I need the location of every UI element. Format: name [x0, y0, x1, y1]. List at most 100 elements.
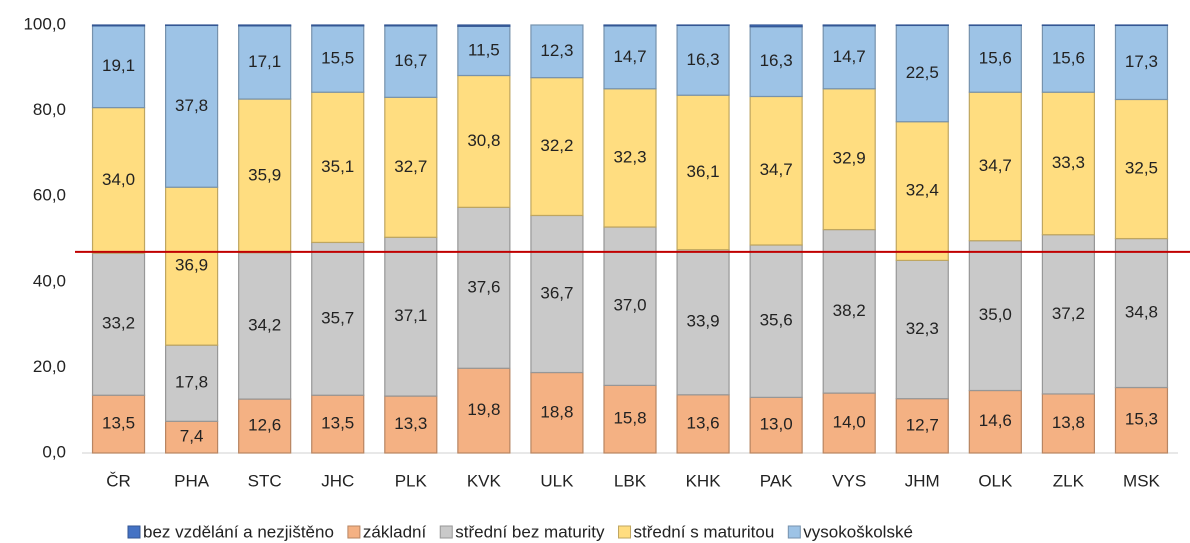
bar-segment — [822, 88, 876, 231]
data-label: 14,6 — [979, 411, 1012, 430]
data-label: 33,9 — [687, 312, 720, 331]
bar-segment — [165, 24, 219, 188]
bar-segment — [749, 244, 803, 398]
x-tick-label: LBK — [614, 471, 647, 490]
bar-segment — [895, 121, 949, 261]
data-label: 30,8 — [467, 131, 500, 150]
data-label: 12,6 — [248, 416, 281, 435]
data-label: 14,0 — [833, 413, 866, 432]
bar-segment — [91, 252, 146, 396]
bar-segment — [530, 214, 584, 374]
data-label: 38,2 — [833, 301, 866, 320]
bar-segment — [968, 389, 1022, 454]
data-label: 7,4 — [180, 427, 204, 446]
bar-segment — [238, 398, 292, 454]
data-label: 35,9 — [248, 165, 281, 184]
data-label: 12,3 — [540, 41, 573, 60]
bar-segment — [530, 24, 584, 79]
bar-segment — [1114, 24, 1169, 101]
bar-segment — [457, 206, 511, 369]
data-label: 13,0 — [760, 415, 793, 434]
data-label: 14,7 — [613, 47, 646, 66]
bar-segment — [530, 77, 584, 217]
x-tick-label: PHA — [174, 471, 210, 490]
data-label: 33,3 — [1052, 153, 1085, 172]
data-label: 15,6 — [1052, 48, 1085, 67]
data-label: 16,3 — [760, 51, 793, 70]
bar-segment — [91, 394, 146, 454]
bar-segment — [384, 395, 438, 454]
data-label: 14,7 — [833, 47, 866, 66]
data-label: 19,8 — [467, 400, 500, 419]
data-label: 35,6 — [760, 311, 793, 330]
bar-segment — [311, 91, 365, 244]
bar-segment — [384, 236, 438, 397]
legend-swatch — [787, 525, 801, 539]
data-label: 33,2 — [102, 314, 135, 333]
data-label: 13,5 — [102, 414, 135, 433]
bar-segment — [311, 241, 365, 396]
data-label: 13,8 — [1052, 413, 1085, 432]
data-label: 32,3 — [613, 147, 646, 166]
data-label: 34,0 — [102, 170, 135, 189]
y-tick-label: 100,0 — [23, 14, 66, 33]
data-label: 17,1 — [248, 52, 281, 71]
bar-segment — [311, 25, 365, 93]
data-label: 13,6 — [687, 413, 720, 432]
bar-segment — [749, 95, 803, 246]
data-label: 34,7 — [979, 156, 1012, 175]
data-label: 34,2 — [248, 315, 281, 334]
y-tick-label: 20,0 — [33, 357, 66, 376]
data-label: 17,8 — [175, 373, 208, 392]
bar-segment — [311, 24, 365, 27]
bar-segment — [238, 25, 292, 100]
data-label: 32,9 — [833, 149, 866, 168]
bar-segment — [384, 25, 438, 98]
data-label: 18,8 — [540, 402, 573, 421]
x-tick-label: JHC — [321, 471, 354, 490]
legend-swatch — [127, 525, 141, 539]
bar-segment — [384, 24, 438, 27]
data-label: 37,0 — [613, 296, 646, 315]
x-tick-label: KHK — [686, 471, 722, 490]
data-label: 16,3 — [687, 50, 720, 69]
bar-segment — [311, 394, 365, 454]
bar-segment — [968, 240, 1022, 392]
data-label: 37,6 — [467, 277, 500, 296]
bar-segment — [822, 25, 876, 90]
data-label: 15,5 — [321, 49, 354, 68]
data-label: 32,5 — [1125, 159, 1158, 178]
data-label: 36,7 — [540, 283, 573, 302]
bar-segment — [457, 74, 511, 208]
y-tick-label: 0,0 — [42, 442, 66, 461]
data-label: 13,5 — [321, 414, 354, 433]
bar-segment — [1041, 234, 1096, 395]
x-tick-label: VYS — [832, 471, 866, 490]
bar-segment — [1041, 393, 1096, 454]
data-label: 32,7 — [394, 157, 427, 176]
bar-segment — [165, 186, 219, 346]
data-label: 15,8 — [613, 409, 646, 428]
legend-swatch — [439, 525, 453, 539]
legend-label: střední bez maturity — [455, 522, 605, 541]
bar-segment — [895, 259, 949, 400]
legend-swatch — [618, 525, 632, 539]
data-label: 15,6 — [979, 48, 1012, 67]
bar-segment — [676, 94, 730, 251]
y-tick-label: 40,0 — [33, 271, 66, 290]
x-tick-label: ZLK — [1053, 471, 1085, 490]
bar-segment — [165, 344, 219, 422]
bar-segment — [603, 88, 657, 228]
data-label: 13,3 — [394, 414, 427, 433]
bar-segment — [238, 98, 292, 254]
bar-segment — [968, 91, 1022, 242]
data-label: 35,1 — [321, 157, 354, 176]
data-label: 34,8 — [1125, 303, 1158, 322]
data-label: 37,2 — [1052, 304, 1085, 323]
bar-segment — [1041, 91, 1096, 236]
data-label: 37,1 — [394, 306, 427, 325]
x-tick-label: JHM — [905, 471, 940, 490]
legend-label: základní — [363, 522, 427, 541]
bar-segment — [603, 25, 657, 90]
data-label: 32,3 — [906, 319, 939, 338]
